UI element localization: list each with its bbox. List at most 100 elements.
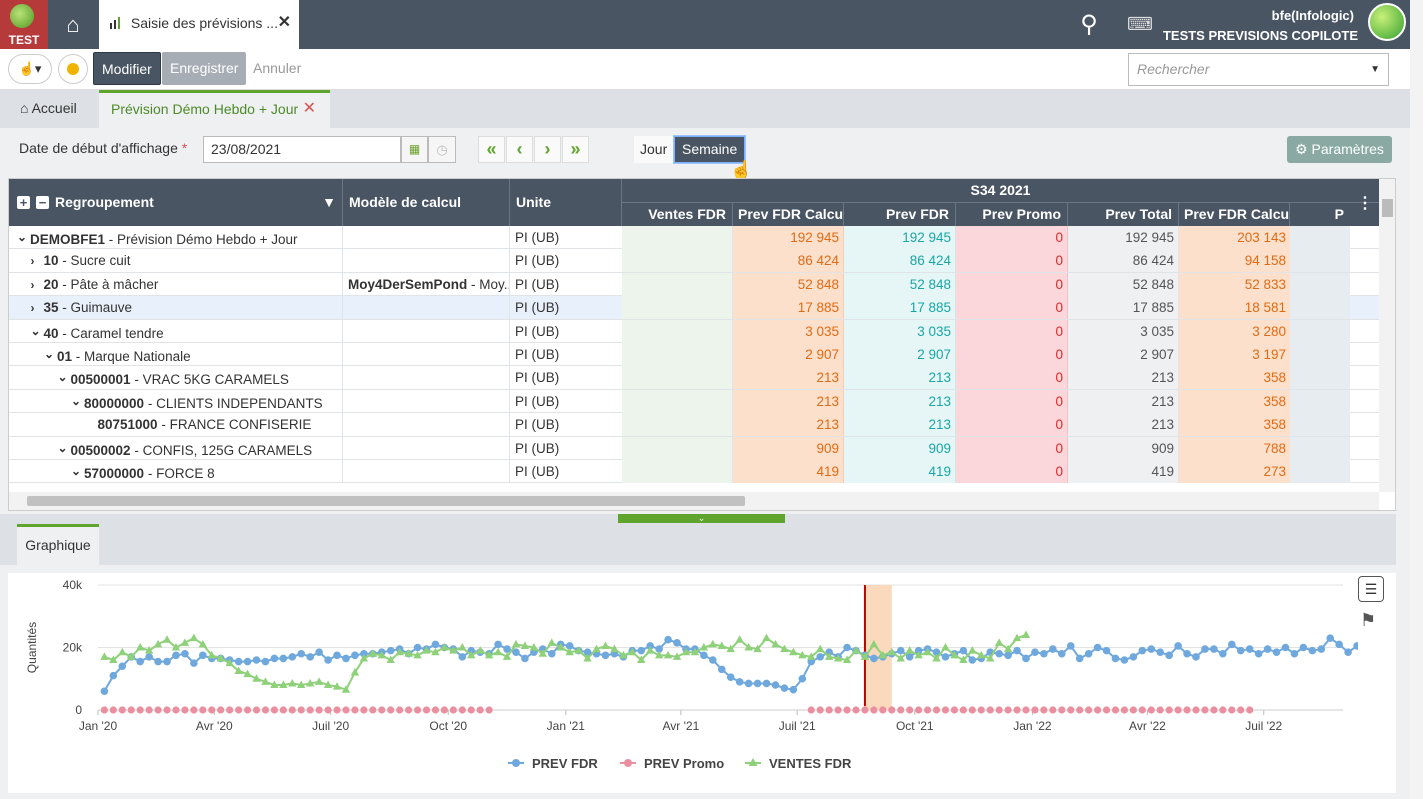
prev-fdr-point[interactable] bbox=[172, 651, 180, 660]
row-prev-total-cell[interactable]: 192 945 bbox=[1068, 226, 1179, 249]
ventes-fdr-point[interactable] bbox=[341, 685, 351, 693]
prev-fdr-point[interactable] bbox=[1326, 634, 1335, 642]
prev-fdr-point[interactable] bbox=[512, 648, 520, 656]
ventes-fdr-point[interactable] bbox=[449, 646, 458, 654]
ventes-fdr-point[interactable] bbox=[314, 677, 324, 685]
prev-fdr-point[interactable] bbox=[333, 651, 341, 660]
row-next-cell[interactable] bbox=[1290, 389, 1350, 413]
ventes-fdr-point[interactable] bbox=[932, 653, 941, 662]
row-prev-fdr-cell[interactable]: 3 035 bbox=[844, 319, 956, 343]
view-semaine-button[interactable]: Semaine bbox=[674, 136, 746, 163]
ventes-fdr-point[interactable] bbox=[189, 633, 199, 642]
ventes-fdr-point[interactable] bbox=[851, 646, 861, 654]
ventes-fdr-point[interactable] bbox=[1021, 630, 1031, 639]
splitter-handle-icon[interactable]: ⌄ bbox=[618, 514, 785, 523]
ventes-fdr-point[interactable] bbox=[681, 647, 691, 656]
prev-fdr-point[interactable] bbox=[1093, 643, 1102, 652]
row-group-cell[interactable]: ⌄ 00500001 - VRAC 5KG CARAMELS bbox=[9, 366, 343, 390]
chevron-down-icon[interactable]: ▼ bbox=[1370, 64, 1380, 75]
ventes-fdr-point[interactable] bbox=[153, 639, 163, 648]
row-prev-promo-cell[interactable]: 0 bbox=[956, 226, 1068, 249]
prev-promo-point[interactable] bbox=[226, 706, 234, 714]
prev-fdr-point[interactable] bbox=[199, 651, 207, 660]
next-icon[interactable]: › bbox=[534, 136, 561, 163]
prev-promo-point[interactable] bbox=[100, 706, 108, 714]
row-toggle-icon[interactable]: ⌄ bbox=[44, 347, 55, 361]
prev-promo-point[interactable] bbox=[1049, 706, 1057, 714]
prev-promo-point[interactable] bbox=[915, 706, 923, 714]
row-prev-total-cell[interactable]: 213 bbox=[1068, 366, 1179, 390]
row-prev-fdr-cell[interactable]: 213 bbox=[844, 389, 956, 413]
row-prev-calc-cell[interactable]: 213 bbox=[733, 389, 844, 413]
previous-icon[interactable]: ‹ bbox=[506, 136, 533, 163]
row-next-cell[interactable] bbox=[1290, 436, 1350, 460]
row-unite-cell[interactable]: PI (UB) bbox=[515, 323, 560, 339]
ventes-fdr-point[interactable] bbox=[413, 650, 422, 659]
ventes-fdr-point[interactable] bbox=[323, 680, 333, 689]
row-next-cell[interactable] bbox=[1290, 343, 1350, 366]
row-prev-calc2-cell[interactable]: 358 bbox=[1179, 413, 1290, 437]
row-toggle-icon[interactable]: › bbox=[30, 277, 35, 292]
prev-fdr-point[interactable] bbox=[1290, 649, 1299, 658]
prev-fdr-point[interactable] bbox=[431, 640, 440, 649]
ventes-fdr-point[interactable] bbox=[887, 647, 896, 656]
row-prev-promo-cell[interactable]: 0 bbox=[956, 366, 1068, 390]
row-unite-cell[interactable]: PI (UB) bbox=[515, 276, 560, 292]
prev-promo-point[interactable] bbox=[387, 706, 395, 714]
prev-fdr-point[interactable] bbox=[1299, 643, 1308, 652]
row-prev-total-cell[interactable]: 17 885 bbox=[1068, 296, 1179, 320]
row-modele-cell[interactable] bbox=[343, 296, 510, 320]
prev-promo-point[interactable] bbox=[932, 706, 941, 714]
prev-fdr-point[interactable] bbox=[995, 649, 1003, 658]
row-prev-calc2-cell[interactable]: 3 197 bbox=[1179, 343, 1290, 366]
prev-fdr-point[interactable] bbox=[181, 649, 189, 658]
row-unite-cell[interactable]: PI (UB) bbox=[515, 370, 560, 386]
row-prev-total-cell[interactable]: 909 bbox=[1068, 436, 1179, 460]
row-ventes-cell[interactable] bbox=[622, 413, 733, 437]
ventes-fdr-point[interactable] bbox=[350, 668, 360, 676]
document-tab[interactable]: Saisie des prévisions ... ✕ bbox=[99, 0, 299, 49]
header-unite[interactable]: Unite bbox=[510, 179, 622, 226]
ventes-fdr-point[interactable] bbox=[359, 653, 369, 662]
prev-fdr-point[interactable] bbox=[1138, 646, 1147, 655]
ventes-fdr-point[interactable] bbox=[824, 652, 834, 660]
row-group-cell[interactable]: ⌄ 01 - Marque Nationale bbox=[9, 343, 343, 366]
row-unite-cell[interactable]: PI (UB) bbox=[515, 253, 560, 269]
ventes-fdr-point[interactable] bbox=[171, 643, 181, 651]
ventes-fdr-point[interactable] bbox=[842, 655, 852, 664]
prev-promo-point[interactable] bbox=[1058, 706, 1066, 714]
ventes-fdr-point[interactable] bbox=[565, 647, 574, 656]
prev-fdr-point[interactable] bbox=[100, 687, 109, 696]
row-prev-fdr-cell[interactable]: 213 bbox=[844, 366, 956, 390]
row-ventes-cell[interactable] bbox=[622, 366, 733, 390]
prev-promo-point[interactable] bbox=[977, 706, 985, 714]
row-next-cell[interactable] bbox=[1290, 460, 1350, 483]
expand-all-icon[interactable]: + bbox=[17, 196, 30, 209]
ventes-fdr-point[interactable] bbox=[109, 655, 118, 664]
row-prev-promo-cell[interactable]: 0 bbox=[956, 413, 1068, 437]
tag-icon[interactable]: ⚑ bbox=[1360, 610, 1377, 630]
prev-fdr-point[interactable] bbox=[780, 684, 789, 692]
legend-label[interactable]: VENTES FDR bbox=[769, 756, 852, 771]
prev-fdr-point[interactable] bbox=[1013, 646, 1021, 655]
prev-fdr-point[interactable] bbox=[154, 657, 162, 666]
prev-promo-point[interactable] bbox=[217, 706, 225, 714]
ventes-fdr-point[interactable] bbox=[547, 638, 556, 646]
row-ventes-cell[interactable] bbox=[622, 436, 733, 460]
row-unite-cell[interactable]: PI (UB) bbox=[515, 440, 560, 456]
ventes-fdr-point[interactable] bbox=[833, 653, 843, 662]
row-ventes-cell[interactable] bbox=[622, 272, 733, 296]
header-prev-total[interactable]: Prev Total bbox=[1068, 203, 1179, 226]
row-prev-promo-cell[interactable]: 0 bbox=[956, 389, 1068, 413]
table-row[interactable]: ⌄ 40 - Caramel tendre PI (UB) 3 035 3 035 0 3 … bbox=[9, 319, 1379, 343]
prev-promo-point[interactable] bbox=[995, 706, 1003, 714]
row-prev-calc2-cell[interactable]: 94 158 bbox=[1179, 249, 1290, 273]
prev-promo-point[interactable] bbox=[440, 706, 449, 714]
row-toggle-icon[interactable]: ⌄ bbox=[57, 370, 68, 385]
prev-fdr-point[interactable] bbox=[1102, 646, 1111, 655]
chart-settings-icon[interactable]: ☰ bbox=[1358, 576, 1384, 602]
prev-fdr-point[interactable] bbox=[1281, 643, 1290, 652]
prev-fdr-point[interactable] bbox=[700, 651, 708, 660]
ventes-fdr-point[interactable] bbox=[735, 635, 744, 643]
ventes-fdr-point[interactable] bbox=[789, 647, 798, 656]
